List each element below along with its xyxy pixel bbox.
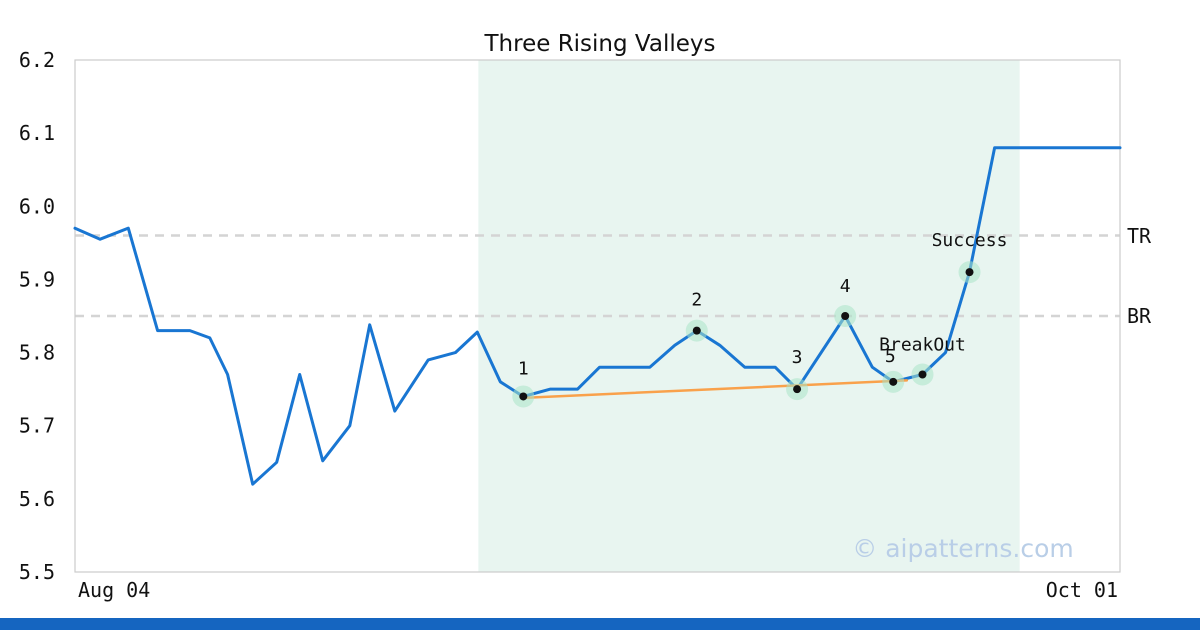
text-layer: Three Rising Valleys Aug 04 Oct 01 TR BR… [78, 31, 1152, 602]
marker-dot-1 [519, 392, 528, 401]
y-tick-label: 5.6 [19, 487, 55, 511]
annotation-3: 3 [792, 347, 803, 368]
valley-trendline [522, 379, 909, 400]
hline-label-br: BR [1127, 304, 1152, 328]
annotation-breakout: BreakOut [879, 335, 966, 356]
bottom-accent-bar [0, 618, 1200, 630]
x-axis-end-label: Oct 01 [1046, 578, 1118, 602]
marker-dot-2 [692, 326, 701, 335]
watermark: © aipatterns.com [852, 534, 1073, 563]
y-tick-label: 6.1 [19, 121, 55, 145]
hline-label-tr: TR [1127, 224, 1152, 248]
marker-dot-4 [841, 312, 850, 320]
y-tick-label: 6.0 [19, 194, 55, 218]
annotation-5: 5 [885, 346, 896, 367]
annotation-success: Success [932, 230, 1008, 251]
y-tick-label: 5.7 [19, 414, 55, 438]
marker-dot-3 [793, 385, 802, 394]
marker-dot-breakout [918, 370, 927, 379]
y-tick-label: 5.5 [19, 560, 55, 584]
x-axis-start-label: Aug 04 [78, 578, 150, 602]
annotation-2: 2 [691, 290, 702, 311]
annotation-1: 1 [518, 358, 529, 379]
y-tick-label: 6.2 [19, 48, 55, 72]
plot-border [74, 59, 1121, 573]
y-tick-label: 5.8 [19, 341, 55, 365]
annotation-4: 4 [840, 276, 851, 297]
chart-title: Three Rising Valleys [484, 31, 716, 57]
marker-dot-5 [889, 377, 898, 386]
y-tick-label: 5.9 [19, 267, 55, 291]
marker-dot-success [965, 268, 974, 277]
